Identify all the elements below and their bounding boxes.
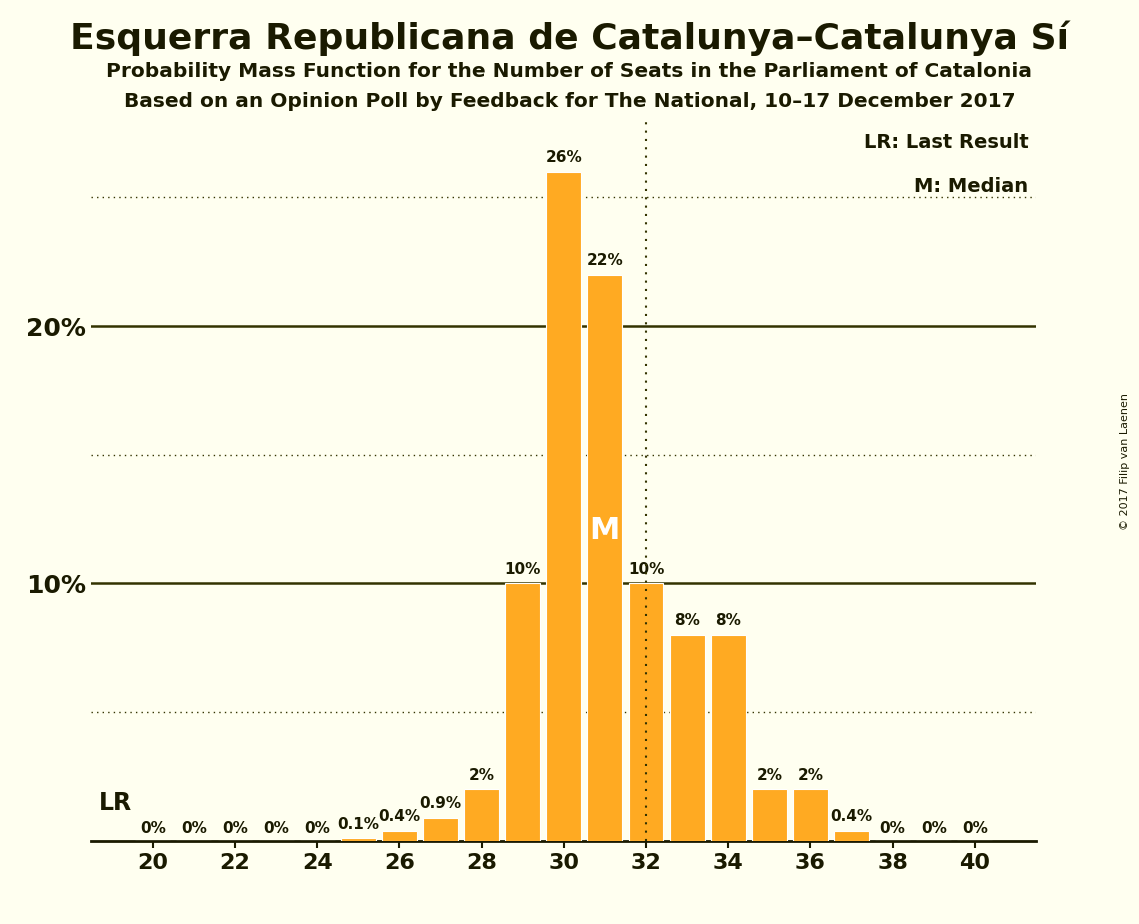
Bar — [423, 818, 458, 841]
Text: 10%: 10% — [505, 562, 541, 577]
Text: 0.4%: 0.4% — [830, 809, 872, 824]
Text: Based on an Opinion Poll by Feedback for The National, 10–17 December 2017: Based on an Opinion Poll by Feedback for… — [124, 92, 1015, 112]
Text: © 2017 Filip van Laenen: © 2017 Filip van Laenen — [1120, 394, 1130, 530]
Text: Esquerra Republicana de Catalunya–Catalunya Sí: Esquerra Republicana de Catalunya–Catalu… — [69, 20, 1070, 55]
Text: 0%: 0% — [879, 821, 906, 835]
Bar — [670, 635, 705, 841]
Text: 8%: 8% — [674, 614, 700, 628]
Text: 0%: 0% — [222, 821, 248, 835]
Text: 0%: 0% — [181, 821, 207, 835]
Text: 8%: 8% — [715, 614, 741, 628]
Text: Probability Mass Function for the Number of Seats in the Parliament of Catalonia: Probability Mass Function for the Number… — [107, 62, 1032, 81]
Text: LR: Last Result: LR: Last Result — [863, 133, 1029, 152]
Text: M: Median: M: Median — [915, 176, 1029, 196]
Text: 22%: 22% — [587, 253, 623, 268]
Bar — [834, 831, 869, 841]
Text: 26%: 26% — [546, 151, 582, 165]
Bar — [547, 172, 581, 841]
Text: 2%: 2% — [756, 768, 782, 783]
Text: 0.1%: 0.1% — [337, 817, 379, 832]
Text: 10%: 10% — [628, 562, 664, 577]
Bar — [793, 789, 828, 841]
Text: 0.9%: 0.9% — [419, 796, 461, 811]
Text: 0%: 0% — [140, 821, 165, 835]
Text: M: M — [590, 516, 620, 545]
Bar — [506, 583, 540, 841]
Text: 2%: 2% — [797, 768, 823, 783]
Bar — [464, 789, 499, 841]
Text: LR: LR — [99, 791, 132, 815]
Bar — [341, 838, 376, 841]
Bar — [752, 789, 787, 841]
Text: 2%: 2% — [468, 768, 494, 783]
Bar — [382, 831, 417, 841]
Text: 0%: 0% — [962, 821, 988, 835]
Bar — [629, 583, 664, 841]
Bar — [588, 274, 622, 841]
Text: 0%: 0% — [920, 821, 947, 835]
Text: 0.4%: 0.4% — [378, 809, 420, 824]
Bar — [711, 635, 746, 841]
Text: 0%: 0% — [304, 821, 330, 835]
Text: 0%: 0% — [263, 821, 289, 835]
